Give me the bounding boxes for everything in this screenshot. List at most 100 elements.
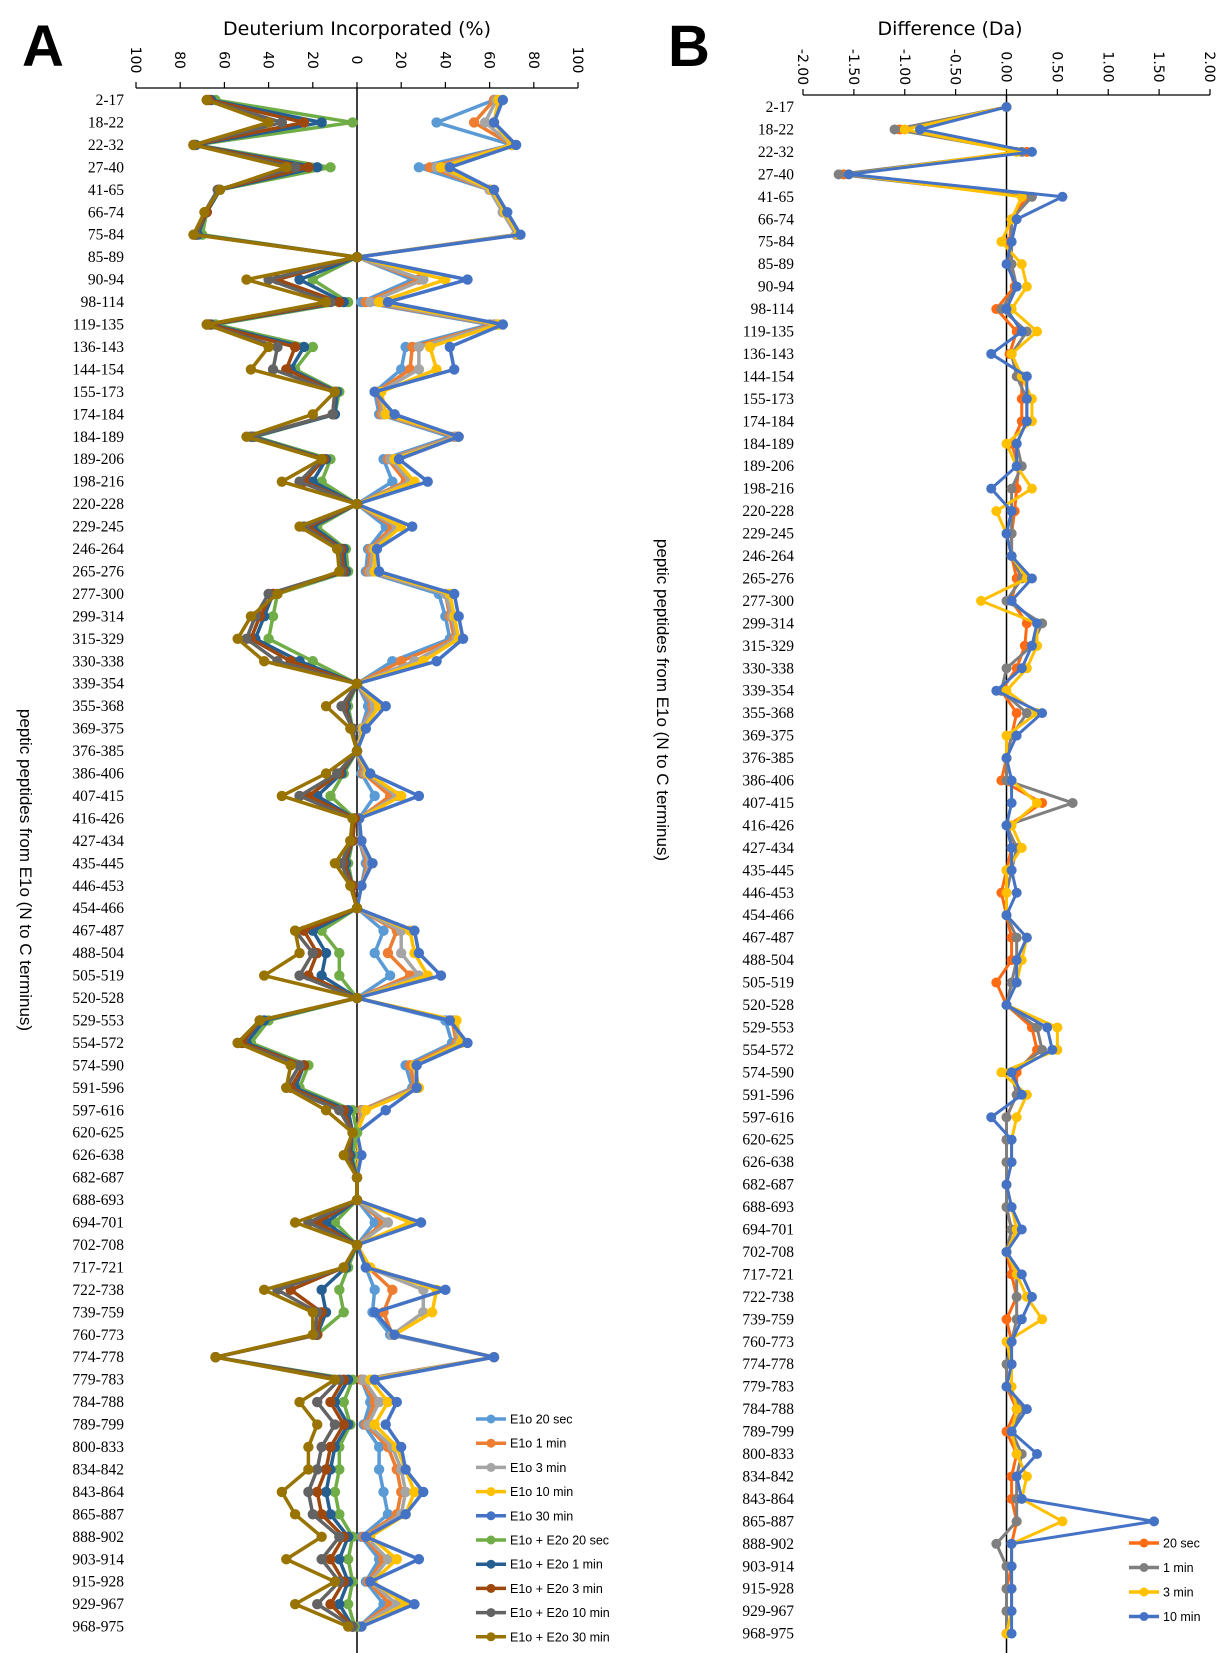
- data-point: [371, 543, 383, 555]
- category-label: 505-519: [72, 968, 124, 985]
- category-label: 702-708: [742, 1244, 794, 1261]
- data-point: [1037, 708, 1048, 719]
- data-point: [1016, 1493, 1027, 1504]
- data-point: [289, 1217, 301, 1228]
- data-point: [294, 476, 305, 487]
- data-point: [334, 947, 345, 959]
- data-point: [303, 1486, 314, 1498]
- data-point: [1026, 1291, 1037, 1302]
- data-point: [400, 1464, 411, 1475]
- data-point: [1006, 1628, 1017, 1639]
- category-label: 75-84: [88, 227, 124, 244]
- data-point: [1026, 146, 1037, 157]
- data-point: [444, 162, 456, 173]
- data-point: [338, 1149, 349, 1161]
- data-point: [418, 274, 429, 285]
- data-point: [245, 611, 257, 622]
- data-point: [351, 1239, 363, 1251]
- data-point: [1006, 1336, 1017, 1347]
- data-point: [316, 1554, 327, 1565]
- series-10-min: [843, 102, 1160, 1639]
- data-point: [1016, 191, 1027, 202]
- category-label: 246-264: [742, 548, 794, 565]
- data-point: [312, 1419, 323, 1430]
- category-label: 597-616: [72, 1102, 124, 1119]
- legend-label: E1o + E2o 10 min: [510, 1606, 610, 1620]
- category-label: 376-385: [742, 750, 794, 767]
- data-point: [453, 431, 464, 442]
- series-line: [847, 105, 1156, 1634]
- data-point: [986, 348, 997, 359]
- data-point: [1001, 1179, 1012, 1190]
- data-point: [334, 1598, 345, 1610]
- data-point: [1016, 842, 1027, 853]
- category-label: 174-184: [742, 413, 794, 430]
- category-label: 98-114: [81, 294, 125, 311]
- legend-swatch-dot: [486, 1414, 496, 1424]
- category-label: 929-967: [72, 1596, 124, 1613]
- data-point: [307, 409, 318, 420]
- data-point: [449, 364, 460, 375]
- data-point: [991, 685, 1002, 696]
- category-label: 843-864: [72, 1484, 124, 1501]
- data-point: [254, 1015, 265, 1026]
- data-point: [312, 1396, 323, 1408]
- data-point: [272, 588, 283, 600]
- data-point: [334, 566, 345, 577]
- category-label: 155-173: [72, 384, 124, 401]
- category-label: 339-354: [742, 683, 794, 700]
- data-point: [245, 364, 257, 375]
- legend-label: E1o + E2o 1 min: [510, 1558, 603, 1572]
- x-tick-label: 100: [569, 47, 585, 74]
- category-label: 2-17: [766, 99, 795, 116]
- data-point: [1016, 1224, 1027, 1235]
- legend-label: E1o + E2o 3 min: [510, 1582, 603, 1596]
- data-point: [351, 992, 363, 1004]
- data-point: [415, 1217, 427, 1228]
- category-label: 739-759: [742, 1311, 794, 1328]
- category-label: 888-902: [72, 1529, 124, 1546]
- data-point: [334, 296, 345, 308]
- data-point: [444, 341, 456, 353]
- data-point: [267, 364, 279, 375]
- data-point: [338, 1262, 349, 1273]
- data-point: [336, 700, 347, 712]
- data-point: [329, 1576, 341, 1587]
- category-label: 27-40: [758, 166, 794, 183]
- data-point: [294, 947, 305, 959]
- data-point: [307, 1307, 318, 1318]
- data-point: [1032, 1022, 1043, 1033]
- data-point: [1011, 214, 1022, 225]
- data-point: [356, 880, 367, 891]
- data-point: [409, 1486, 420, 1498]
- category-label: 339-354: [72, 676, 124, 693]
- data-point: [1001, 528, 1012, 539]
- data-point: [351, 251, 363, 263]
- category-label: 760-773: [742, 1334, 794, 1351]
- data-point: [976, 595, 987, 606]
- category-label: 246-264: [72, 541, 124, 558]
- category-label: 184-189: [72, 429, 124, 446]
- data-point: [303, 1441, 314, 1453]
- data-point: [413, 162, 425, 173]
- data-point: [263, 341, 274, 353]
- category-label: 155-173: [742, 391, 794, 408]
- data-point: [316, 1284, 327, 1296]
- legend-label: 3 min: [1163, 1586, 1194, 1600]
- data-point: [325, 1598, 336, 1610]
- x-tick-label: -0.50: [947, 49, 963, 85]
- data-point: [1016, 326, 1027, 337]
- data-point: [431, 117, 442, 128]
- data-point: [345, 723, 356, 734]
- category-label: 198-216: [72, 474, 124, 491]
- category-label: 277-300: [742, 593, 794, 610]
- data-point: [334, 1554, 345, 1565]
- data-point: [365, 296, 376, 308]
- data-point: [391, 1396, 402, 1408]
- data-point: [369, 1307, 380, 1318]
- data-point: [316, 454, 327, 465]
- data-point: [407, 521, 418, 532]
- category-label: 520-528: [742, 997, 794, 1014]
- data-point: [312, 1464, 323, 1475]
- category-label: 85-89: [88, 249, 124, 266]
